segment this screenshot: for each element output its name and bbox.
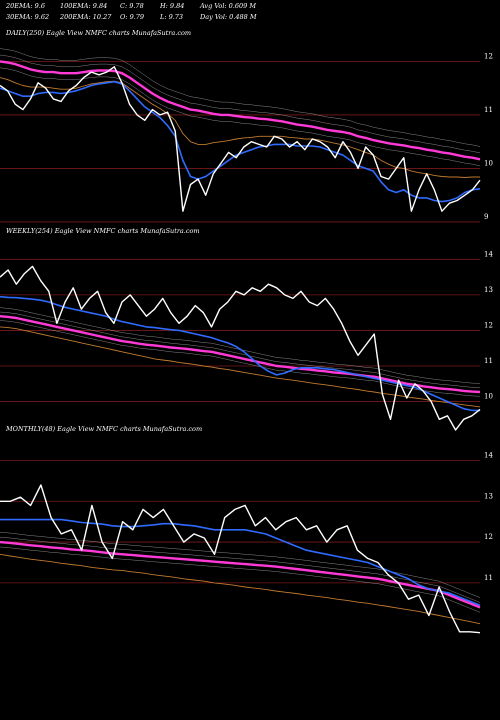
- y-tick-label: 12: [484, 52, 493, 60]
- band-line: [0, 320, 481, 397]
- stat-20ema: 20EMA: 9.6: [5, 2, 45, 10]
- stat-high: H: 9.84: [159, 2, 184, 10]
- y-tick-label: 11: [484, 357, 493, 365]
- y-tick-label: 12: [484, 321, 493, 329]
- daily-panel: DAILY(250) Eagle View NMFC charts Munafa…: [0, 29, 493, 223]
- weekly-panel-title: WEEKLY(254) Eagle View NMFC charts Munaf…: [6, 227, 200, 235]
- header-stats: 20EMA: 9.6 100EMA: 9.84 C: 9.78 H: 9.84 …: [5, 2, 257, 21]
- stat-low: L: 9.73: [159, 13, 183, 21]
- y-tick-label: 10: [484, 393, 493, 401]
- stat-100ema: 100EMA: 9.84: [60, 2, 107, 10]
- band-line: [0, 546, 481, 613]
- ema-slow-line: [0, 60, 481, 161]
- y-tick-label: 13: [484, 492, 493, 500]
- y-tick-label: 10: [484, 159, 493, 167]
- y-tick-label: 11: [484, 574, 493, 582]
- stat-close: C: 9.78: [120, 2, 144, 10]
- y-tick-label: 11: [484, 106, 493, 114]
- band-line: [0, 48, 481, 147]
- ema-mid-line: [0, 77, 480, 178]
- ema-mid-line: [0, 553, 481, 625]
- stat-day-vol: Day Vol: 0.488 M: [199, 13, 257, 21]
- band-line: [0, 67, 481, 167]
- y-tick-label: 13: [484, 286, 493, 294]
- weekly-panel: WEEKLY(254) Eagle View NMFC charts Munaf…: [0, 227, 493, 431]
- stat-200ema: 200EMA: 10.27: [59, 13, 112, 21]
- y-tick-label: 9: [484, 213, 488, 221]
- price-line: [0, 484, 481, 634]
- y-tick-label: 12: [484, 533, 493, 541]
- ema-slow-line: [0, 540, 481, 609]
- monthly-panel: MONTHLY(48) Eagle View NMFC charts Munaf…: [0, 425, 493, 634]
- y-tick-label: 14: [484, 250, 493, 258]
- price-line: [0, 66, 481, 212]
- stat-30ema: 30EMA: 9.62: [6, 13, 49, 21]
- band-line: [0, 54, 481, 154]
- stat-open: O: 9.79: [120, 13, 144, 21]
- band-line: [0, 532, 481, 598]
- ema-fast-line: [0, 518, 481, 607]
- monthly-panel-title: MONTHLY(48) Eagle View NMFC charts Munaf…: [5, 425, 202, 433]
- stat-avg-vol: Avg Vol: 0.609 M: [199, 2, 256, 10]
- y-tick-label: 14: [484, 451, 493, 459]
- band-line: [0, 311, 481, 388]
- daily-panel-title: DAILY(250) Eagle View NMFC charts Munafa…: [5, 29, 191, 37]
- ema-fast-line: [0, 80, 481, 203]
- price-line: [0, 265, 481, 431]
- band-line: [0, 536, 481, 603]
- ema-mid-line: [0, 326, 481, 408]
